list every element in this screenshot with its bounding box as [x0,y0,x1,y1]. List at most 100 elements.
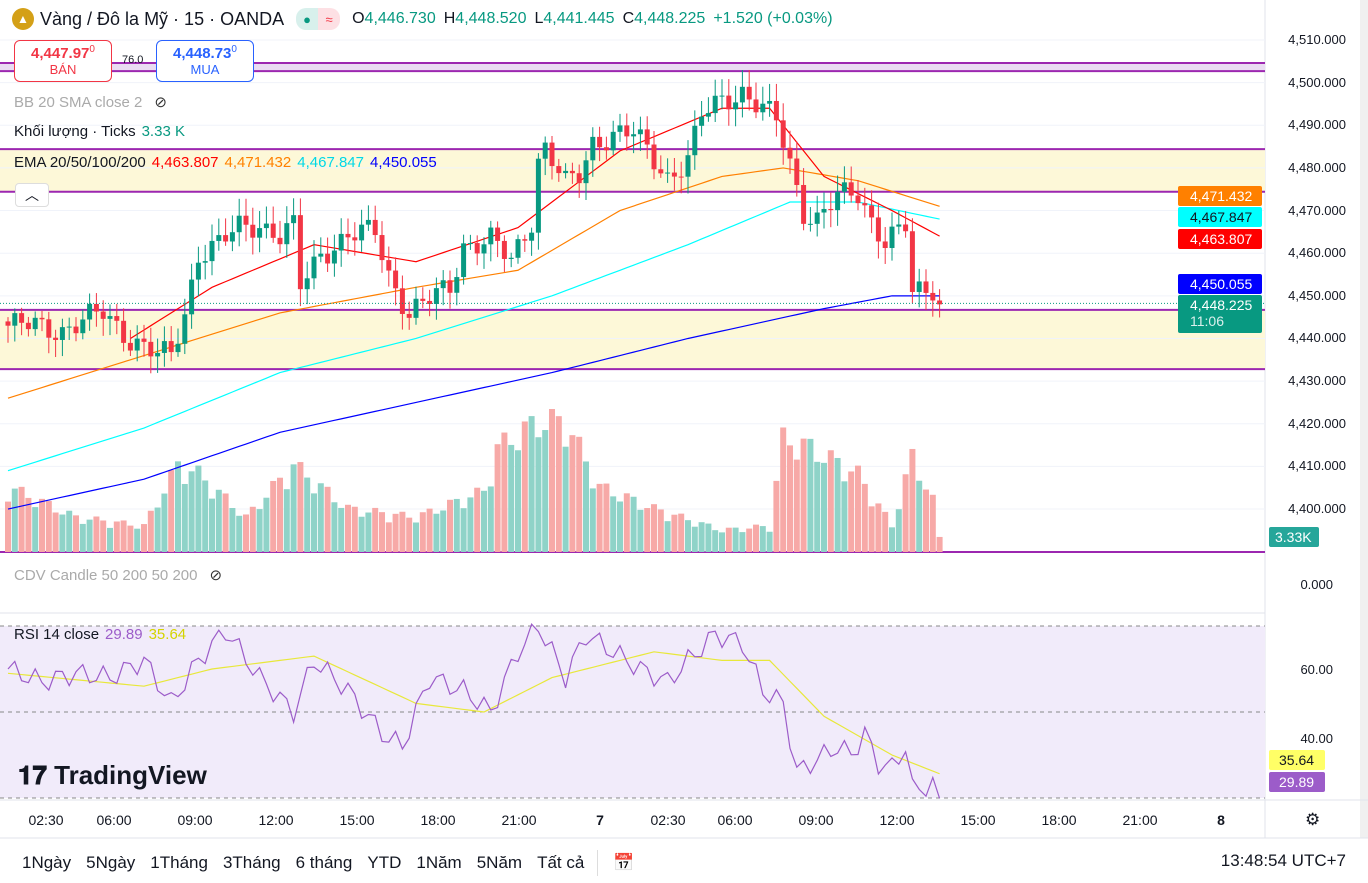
ema50-price-tag: 4,471.432 [1178,186,1262,206]
volume-bar [712,530,719,552]
volume-bar [229,508,236,552]
volume-bar [154,507,161,552]
volume-bar [32,507,39,552]
volume-bar [147,510,154,552]
volume-bar [868,506,875,552]
candle-body [495,227,501,241]
candle-body [753,99,759,113]
candle-body [209,240,215,262]
volume-bar [773,480,780,552]
volume-bar [249,506,256,552]
volume-bar [725,527,732,552]
go-to-date-icon[interactable]: 📅 [613,853,635,872]
time-axis-label: 15:00 [960,812,996,828]
range-5d[interactable]: 5Ngày [86,853,136,872]
candle-body [345,233,351,238]
candle-body [801,184,807,224]
candle-body [767,100,773,104]
range-all[interactable]: Tất cả [537,853,585,872]
candle-body [848,182,854,196]
legend-volume[interactable]: Khối lượng · Ticks 3.33 K [14,123,185,140]
range-6m[interactable]: 6 tháng [295,853,353,872]
volume-bar [107,527,113,552]
volume-bar [236,515,243,552]
candle-body [597,136,603,148]
range-1d[interactable]: 1Ngày [22,853,72,872]
candle-body [875,217,881,242]
volume-bar [644,508,651,552]
candle-body [427,300,433,304]
volume-bar [392,513,399,552]
volume-bar [848,471,855,552]
hidden-eye-icon[interactable]: ⊘ [154,94,167,111]
candle-body [250,224,256,238]
volume-bar [222,493,229,552]
time-axis-label: 02:30 [650,812,686,828]
volume-bar [460,508,467,552]
hidden-eye-icon[interactable]: ⊘ [209,567,223,584]
volume-bar [209,498,215,552]
candle-body [508,257,514,259]
candle-body [189,279,195,315]
candle-body [202,261,208,263]
candle-body [107,316,113,319]
candle-body [399,288,405,314]
candle-body [549,142,555,167]
collapse-legend-button[interactable]: ︿ [15,183,49,207]
volume-bar [528,416,535,552]
legend-ema[interactable]: EMA 20/50/100/200 4,463.807 4,471.432 4,467… [14,154,437,171]
volume-bar [555,416,562,552]
volume-bar [215,489,222,552]
range-1y[interactable]: 1Năm [416,853,462,872]
range-3m[interactable]: 3Tháng [222,853,281,872]
candle-body [304,278,310,290]
candle-body [182,314,188,344]
rsi-tag: 29.89 [1269,772,1325,792]
chart-settings-icon[interactable]: ⚙ [1305,810,1321,829]
candle-body [393,270,399,289]
volume-bar [698,522,705,552]
legend-rsi[interactable]: RSI 14 close 29.89 35.64 [14,626,187,643]
volume-bar [889,527,895,552]
clock[interactable]: 13:48:54 UTC+7 [1220,851,1346,870]
candle-body [325,253,331,264]
candle-body [121,320,127,343]
time-axis-label: 21:00 [1122,812,1158,828]
volume-bar [379,512,385,552]
candle-body [454,277,460,293]
ema100-line [7,201,940,472]
candle-body [644,129,650,145]
candle-body [651,144,657,170]
volume-bar [440,510,447,552]
buy-button[interactable]: 4,448.730 MUA [156,40,254,82]
range-5y[interactable]: 5Năm [476,853,523,872]
candle-body [828,208,834,211]
candle-body [835,191,841,211]
volume-bar [120,520,127,552]
candle-body [127,342,133,351]
symbol-title[interactable]: Vàng / Đô la Mỹ · 15 · OANDA [40,8,285,29]
market-status[interactable]: ● ≈ [296,8,341,30]
divider [597,850,599,876]
ema20-price-tag: 4,463.807 [1178,229,1262,249]
volume-bar [467,497,474,552]
range-ytd[interactable]: YTD [367,853,402,872]
rsi-axis-label: 60.00 [1300,662,1333,677]
volume-bar [372,507,379,552]
volume-bar [453,498,460,552]
legend-bb[interactable]: BB 20 SMA close 2 ⊘ [14,93,167,112]
candle-body [488,227,494,245]
time-axis-label: 8 [1217,812,1225,828]
volume-bar [521,421,528,552]
legend-cdv[interactable]: CDV Candle 50 200 50 200 ⊘ [14,566,223,585]
candle-body [263,223,269,229]
range-1m[interactable]: 1Tháng [150,853,208,872]
time-axis-label: 09:00 [177,812,213,828]
candle-body [25,322,31,330]
price-axis-label: 4,450.000 [1288,287,1346,303]
volume-bar [100,520,107,552]
sell-button[interactable]: 4,447.970 BÁN [14,40,112,82]
volume-bar [188,471,195,552]
candle-body [114,316,120,321]
